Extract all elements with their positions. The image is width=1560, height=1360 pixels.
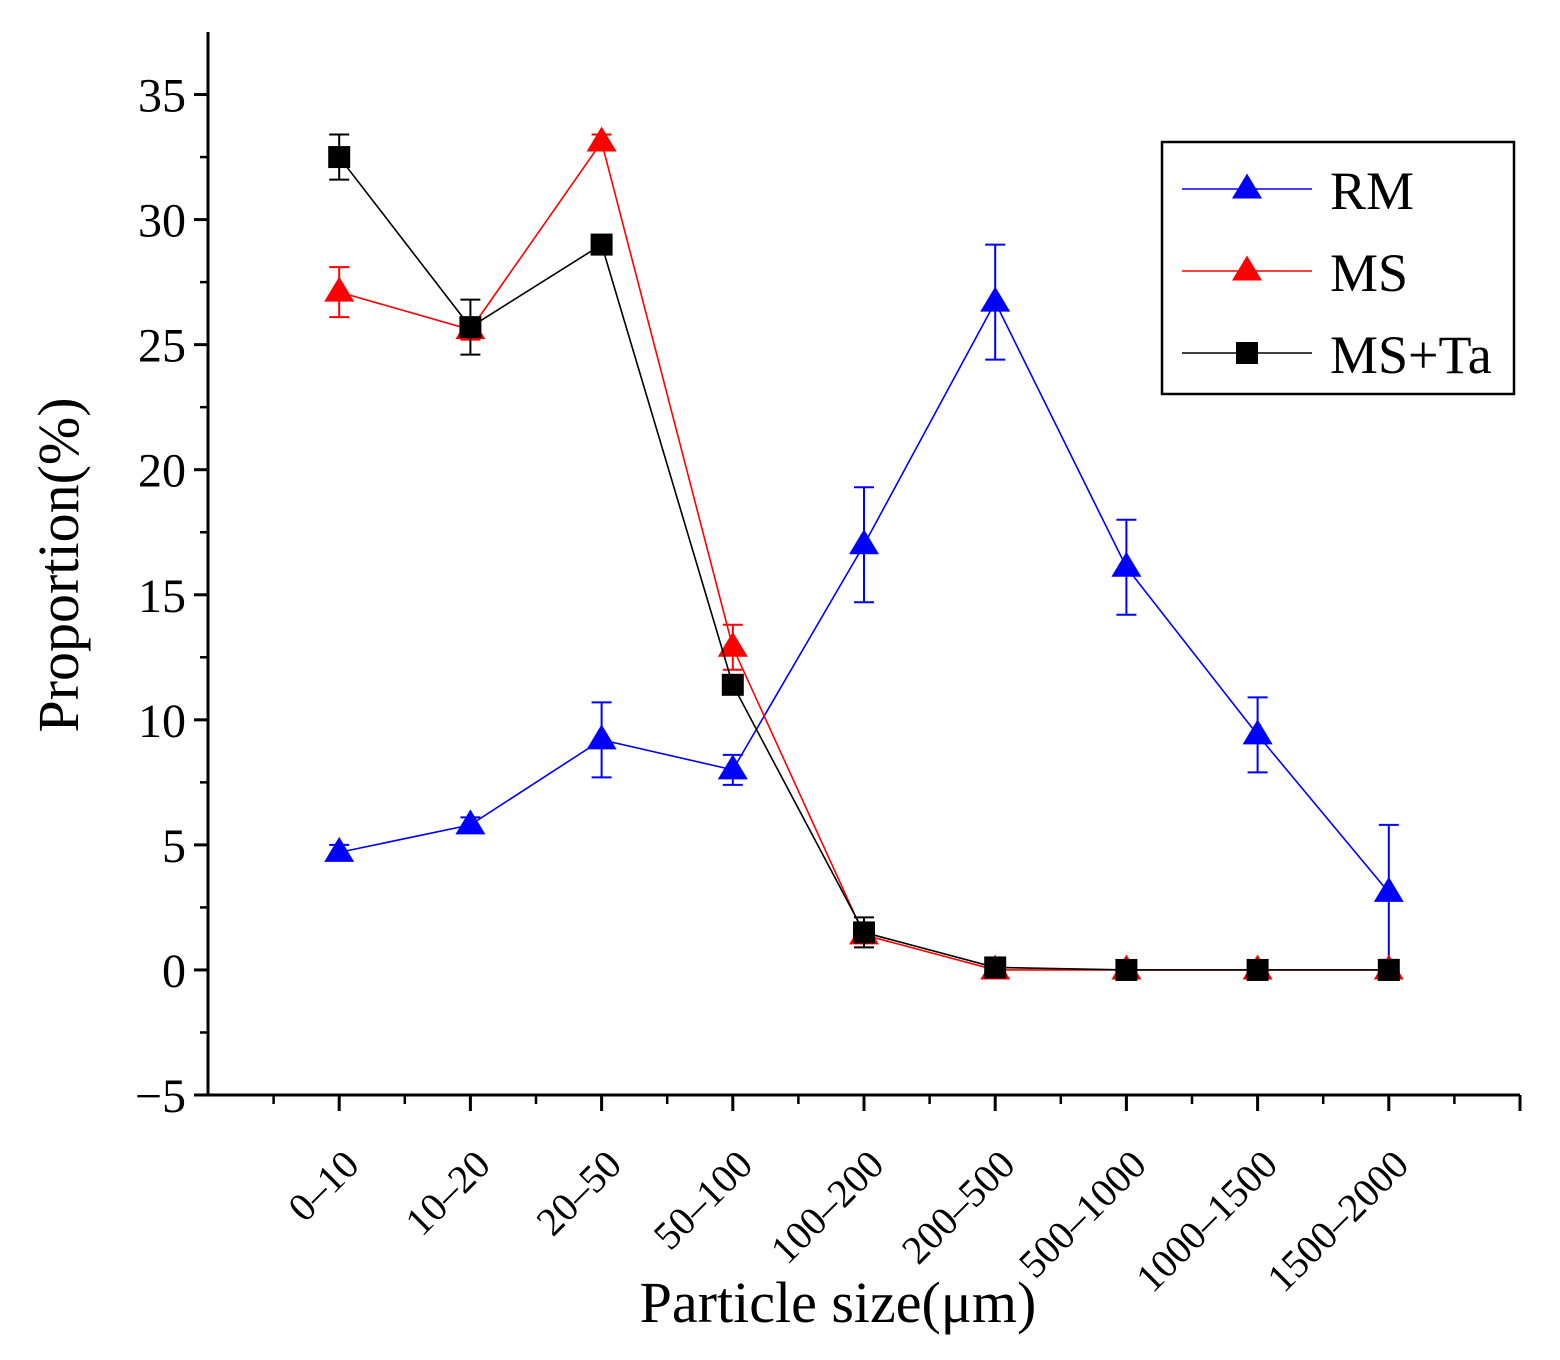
data-point (1246, 958, 1269, 981)
series-rm (324, 243, 1404, 961)
data-point (586, 126, 617, 152)
legend-label: RM (1330, 161, 1414, 221)
y-axis-label: Proportion(%) (26, 397, 91, 732)
data-point (324, 276, 355, 302)
legend-item: MS+Ta (1182, 325, 1492, 385)
series-layer (324, 126, 1404, 981)
legend-item: RM (1182, 161, 1414, 221)
data-point (455, 809, 486, 835)
data-point (849, 529, 879, 555)
legend-marker (1232, 255, 1262, 281)
x-tick-label: 1500–2000 (1258, 1142, 1417, 1301)
y-tick-label: 30 (138, 195, 186, 248)
x-tick-label: 200–500 (893, 1142, 1024, 1273)
legend-marker (1236, 342, 1258, 364)
x-axis-label: Particle size(μm) (640, 1270, 1037, 1335)
x-tick-label: 10–20 (396, 1142, 499, 1245)
data-point (984, 956, 1007, 979)
data-point (980, 286, 1011, 312)
legend-label: MS (1330, 243, 1408, 303)
x-tick-label: 1000–1500 (1127, 1142, 1286, 1301)
series-ms-ta (328, 133, 1400, 981)
data-point (586, 724, 617, 750)
data-point (1373, 876, 1404, 902)
y-tick-label: 25 (138, 320, 186, 373)
data-point (721, 673, 744, 696)
data-point (328, 146, 351, 169)
data-point (853, 921, 875, 944)
legend-marker (1232, 173, 1262, 199)
y-tick-label: 15 (138, 570, 186, 623)
x-tick-label: 50–100 (644, 1142, 761, 1259)
y-tick-label: 20 (138, 445, 186, 498)
data-point (590, 233, 613, 256)
legend: RM MS MS+Ta (1160, 140, 1516, 396)
legend-label: MS+Ta (1330, 325, 1492, 385)
data-point (717, 754, 748, 780)
data-point (1242, 719, 1273, 745)
x-tick-label: 0–10 (279, 1142, 367, 1230)
x-tick-label: 20–50 (527, 1142, 630, 1245)
data-point (324, 836, 355, 862)
data-point (1377, 958, 1400, 981)
data-point (717, 631, 748, 657)
y-tick-label: 5 (162, 820, 186, 873)
data-point (459, 316, 482, 339)
y-tick-label: 35 (138, 70, 186, 123)
data-point (1115, 958, 1138, 981)
y-tick-label: 10 (138, 695, 186, 748)
y-tick-label: 0 (162, 945, 186, 998)
data-point (1111, 551, 1142, 577)
legend-item: MS (1182, 243, 1408, 303)
y-tick-label: −5 (135, 1070, 186, 1123)
x-tick-label: 100–200 (762, 1142, 893, 1273)
legend-box (1160, 140, 1516, 396)
